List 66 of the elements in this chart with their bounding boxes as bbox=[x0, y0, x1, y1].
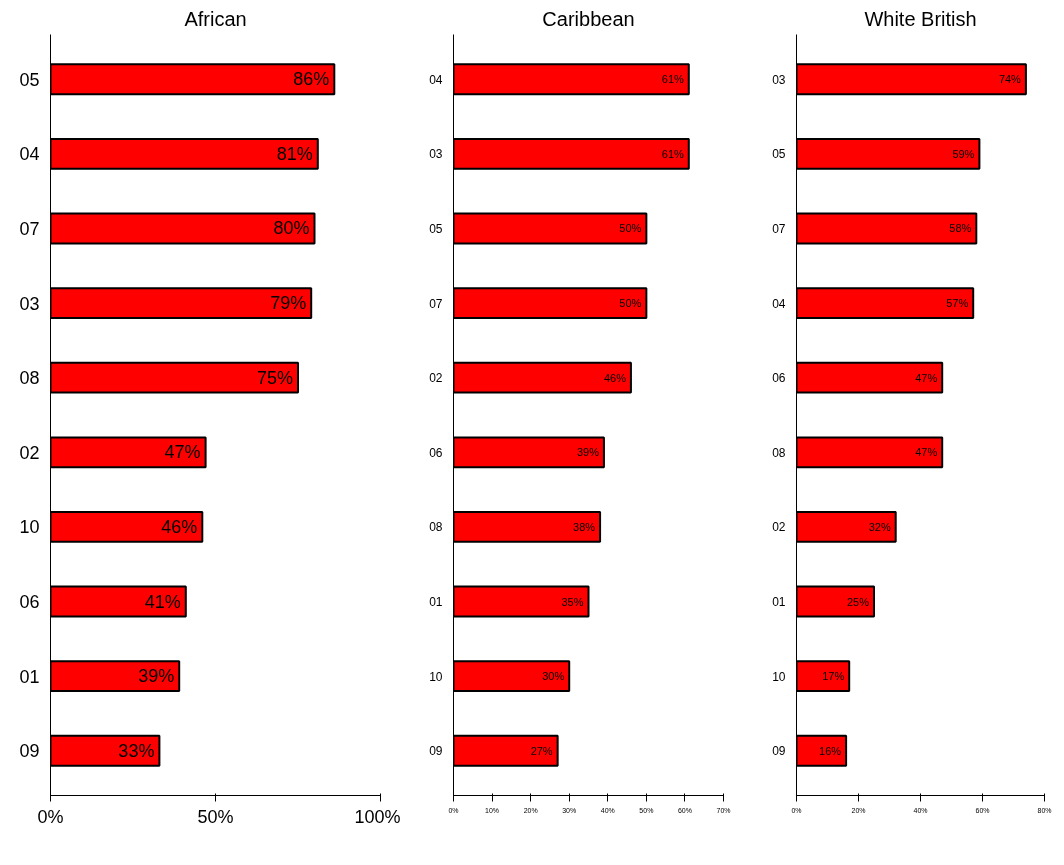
data-label: 47% bbox=[915, 371, 938, 384]
y-tick-label: 05 bbox=[429, 221, 443, 236]
y-tick-label: 06 bbox=[772, 371, 786, 386]
data-label: 61% bbox=[661, 147, 684, 160]
data-label: 80% bbox=[273, 218, 310, 239]
data-label: 46% bbox=[161, 516, 198, 537]
y-tick-label: 09 bbox=[19, 741, 40, 762]
y-tick-label: 01 bbox=[19, 666, 40, 687]
chart-title: Caribbean bbox=[542, 7, 635, 30]
y-tick-label: 10 bbox=[19, 517, 40, 538]
x-tick-label: 100% bbox=[354, 806, 401, 827]
data-label: 74% bbox=[998, 73, 1022, 86]
y-tick-label: 03 bbox=[19, 293, 40, 314]
data-label: 39% bbox=[576, 446, 600, 459]
data-label: 47% bbox=[164, 442, 201, 463]
y-tick-label: 03 bbox=[772, 72, 786, 87]
y-tick-label: 09 bbox=[429, 744, 443, 759]
data-label: 41% bbox=[144, 591, 181, 612]
data-label: 25% bbox=[846, 595, 870, 608]
data-label: 35% bbox=[561, 595, 584, 608]
data-label: 46% bbox=[603, 371, 627, 384]
chart-title: White British bbox=[864, 7, 977, 30]
x-tick-label: 50% bbox=[197, 806, 234, 827]
data-label: 33% bbox=[118, 740, 155, 761]
data-label: 75% bbox=[256, 367, 293, 388]
data-label: 81% bbox=[276, 143, 313, 164]
y-tick-label: 02 bbox=[19, 442, 40, 463]
data-label: 47% bbox=[915, 446, 938, 459]
y-tick-label: 06 bbox=[19, 592, 40, 613]
y-tick-label: 08 bbox=[19, 368, 40, 389]
data-label: 30% bbox=[542, 670, 565, 683]
y-tick-label: 10 bbox=[772, 669, 786, 684]
data-label: 59% bbox=[952, 147, 975, 160]
y-tick-label: 04 bbox=[772, 296, 786, 311]
y-tick-label: 05 bbox=[19, 69, 40, 90]
y-tick-label: 03 bbox=[429, 147, 443, 162]
data-label: 17% bbox=[822, 670, 845, 683]
y-tick-label: 06 bbox=[429, 445, 443, 460]
y-tick-label: 07 bbox=[429, 296, 443, 311]
y-tick-label: 09 bbox=[772, 744, 786, 759]
data-label: 32% bbox=[868, 520, 891, 533]
y-tick-label: 01 bbox=[429, 595, 443, 610]
y-tick-label: 07 bbox=[772, 221, 786, 236]
y-tick-label: 04 bbox=[429, 72, 443, 87]
data-label: 86% bbox=[293, 69, 330, 90]
y-tick-label: 02 bbox=[772, 520, 786, 535]
x-tick-label: 0% bbox=[37, 806, 64, 827]
y-tick-label: 02 bbox=[429, 371, 443, 386]
data-label: 27% bbox=[530, 744, 553, 757]
y-tick-label: 01 bbox=[772, 595, 786, 610]
data-label: 57% bbox=[946, 297, 969, 310]
y-tick-label: 08 bbox=[772, 445, 786, 460]
data-label: 50% bbox=[619, 222, 642, 235]
y-tick-label: 08 bbox=[429, 520, 443, 535]
data-label: 50% bbox=[619, 297, 642, 310]
y-tick-label: 05 bbox=[772, 147, 786, 162]
data-label: 58% bbox=[949, 222, 972, 235]
data-label: 38% bbox=[573, 520, 596, 533]
y-tick-label: 07 bbox=[19, 218, 40, 239]
data-label: 16% bbox=[819, 744, 842, 757]
y-tick-label: 04 bbox=[19, 144, 40, 165]
chart-title: African bbox=[184, 7, 247, 30]
data-label: 61% bbox=[661, 73, 684, 86]
y-tick-label: 10 bbox=[429, 669, 443, 684]
data-label: 79% bbox=[270, 293, 307, 314]
data-label: 39% bbox=[138, 666, 175, 687]
